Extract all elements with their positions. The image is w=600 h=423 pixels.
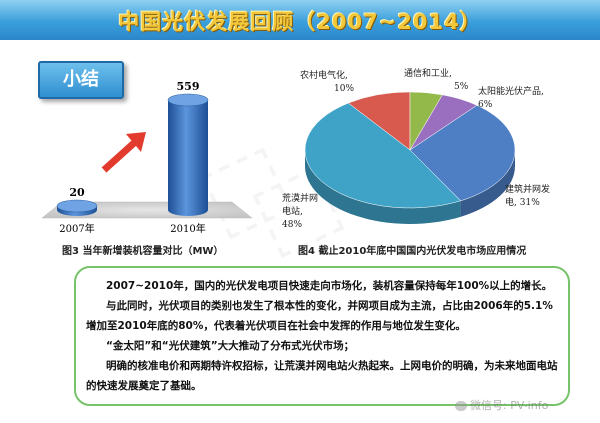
title-bar: 中国光伏发展回顾（2007~2014） xyxy=(0,0,600,40)
summary-paragraph-1: 2007~2010年，国内的光伏发电项目快速走向市场化，装机容量保持每年100%… xyxy=(106,280,553,292)
page-title: 中国光伏发展回顾（2007~2014） xyxy=(118,10,482,34)
bar-2007年: 20 2007年 xyxy=(56,186,98,235)
bar-series: 20 2007年 559 2010年 xyxy=(56,80,209,235)
pie-label-telecom: 通信和工业, 5% xyxy=(404,68,468,94)
summary-paragraph-2: 与此同时，光伏项目的类别也发生了根本性的变化，并网项目成为主流，占比由2006年… xyxy=(86,300,553,332)
pie-slice xyxy=(409,105,516,202)
pie-label-text: 荒漠并网电站, xyxy=(282,194,319,217)
pie-label-building: 建筑并网发电, 31% xyxy=(505,184,560,210)
pie-label-value: 10% xyxy=(334,84,355,94)
pie-label-text: 建筑并网发电, xyxy=(505,185,551,208)
pie-chart xyxy=(304,91,516,224)
pie-label-text: 通信和工业, xyxy=(404,69,452,79)
bar-category-label: 2010年 xyxy=(170,222,205,235)
summary-text-box: 2007~2010年，国内的光伏发电项目快速走向市场化，装机容量保持每年100%… xyxy=(74,266,570,406)
pie-label-value: 48% xyxy=(282,220,303,230)
figure-3-caption: 图3 当年新增装机容量对比（MW） xyxy=(62,246,224,257)
pie-label-pv-products: 太阳能光伏产品, 6% xyxy=(478,86,548,112)
pie-label-value: 6% xyxy=(478,100,493,110)
pie-label-rural: 农村电气化, 10% xyxy=(300,70,354,96)
charts-canvas: 20 2007年 559 2010年 xyxy=(41,80,516,235)
bar-top xyxy=(167,93,209,107)
summary-paragraph-3: “金太阳”和“光伏建筑”大大推动了分布式光伏市场； xyxy=(106,340,355,352)
wechat-watermark-text: 微信号: PV-info xyxy=(470,399,549,412)
pie-slice xyxy=(304,102,462,209)
pie-label-text: 太阳能光伏产品, xyxy=(478,87,544,97)
bar-2010年: 559 2010年 xyxy=(167,80,209,235)
bar-value-label: 559 xyxy=(177,80,200,93)
pie-label-value: 31% xyxy=(519,198,540,208)
bar-category-label: 2007年 xyxy=(59,222,94,235)
summary-paragraph-4: 明确的核准电价和两期特许权招标，让荒漠并网电站火热起来。上网电价的明确，为未来地… xyxy=(86,360,558,392)
bar-body xyxy=(168,100,208,216)
bar-top xyxy=(56,199,98,213)
figure-4-caption: 图4 截止2010年底中国国内光伏发电市场应用情况 xyxy=(298,246,527,257)
summary-tag: 小结 xyxy=(38,61,124,99)
pie-label-value: 5% xyxy=(454,82,469,92)
growth-arrow-icon xyxy=(101,132,146,173)
pie-slice-side xyxy=(305,150,461,224)
bar-value-label: 20 xyxy=(69,186,85,199)
pie-label-text: 农村电气化, xyxy=(300,71,348,81)
wechat-icon xyxy=(455,401,467,411)
pie-slice-side xyxy=(460,150,516,217)
pie-label-desert: 荒漠并网电站, 48% xyxy=(282,193,322,232)
wechat-watermark: 微信号: PV-info xyxy=(455,397,548,413)
